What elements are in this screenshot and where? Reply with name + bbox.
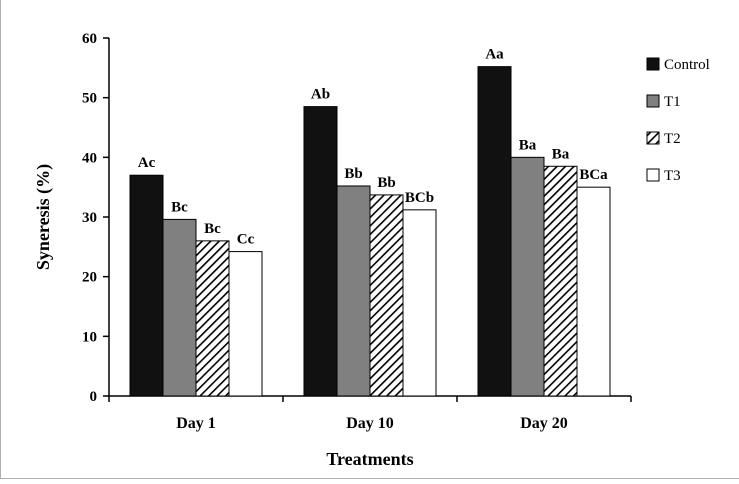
bar-t2-day-10 xyxy=(369,194,404,397)
legend-label: T3 xyxy=(664,168,681,184)
legend-label: T2 xyxy=(664,131,681,147)
x-tick-label: Day 10 xyxy=(346,415,394,432)
data-label: Ba xyxy=(519,137,537,153)
data-label: Cc xyxy=(237,232,255,248)
bar-t1-day-20 xyxy=(510,156,545,397)
y-tick-label: 10 xyxy=(82,329,97,345)
x-axis-title: Treatments xyxy=(326,449,413,469)
legend-swatch xyxy=(646,168,660,182)
y-axis-title: Syneresis (%) xyxy=(33,164,54,270)
bar-control-day-10 xyxy=(303,106,338,397)
bars-layer xyxy=(129,66,611,397)
data-label: Ab xyxy=(311,87,330,103)
bar-t3-day-1 xyxy=(228,251,263,397)
bar-t1-day-1 xyxy=(162,218,197,397)
data-label: Aa xyxy=(485,47,504,63)
x-tick-label: Day 20 xyxy=(520,415,568,432)
data-label: Bc xyxy=(204,221,221,237)
legend-swatch xyxy=(646,57,660,71)
y-tick-label: 60 xyxy=(82,31,97,47)
bar-t2-day-20 xyxy=(543,165,578,397)
bar-t3-day-10 xyxy=(402,209,437,397)
data-label: Bb xyxy=(377,175,395,191)
legend: Control T1 T2 T3 xyxy=(646,57,710,184)
data-labels-layer: Ac Ab Aa Bc Bb Ba Bc Bb Ba Cc BCb BCa xyxy=(138,47,608,248)
bar-control-day-20 xyxy=(477,66,512,397)
data-label: Bc xyxy=(171,199,188,215)
legend-label: Control xyxy=(664,57,710,73)
bar-control-day-1 xyxy=(129,174,164,397)
data-label: Ba xyxy=(552,146,570,162)
data-label: Ac xyxy=(138,155,156,171)
legend-label: T1 xyxy=(664,94,681,110)
y-tick-label: 20 xyxy=(82,270,97,286)
y-tick-label: 30 xyxy=(82,210,97,226)
data-label: Bb xyxy=(344,166,362,182)
bar-t2-day-1 xyxy=(195,240,230,397)
legend-swatch xyxy=(646,94,660,108)
x-tick-label: Day 1 xyxy=(176,415,216,432)
data-label: BCb xyxy=(405,190,434,206)
bar-t3-day-20 xyxy=(576,186,611,397)
bar-t1-day-10 xyxy=(336,185,371,397)
legend-swatch xyxy=(646,131,660,145)
y-tick-label: 40 xyxy=(82,150,97,166)
y-tick-label: 50 xyxy=(82,91,97,107)
y-tick-label: 0 xyxy=(90,389,98,405)
data-label: BCa xyxy=(579,167,608,183)
